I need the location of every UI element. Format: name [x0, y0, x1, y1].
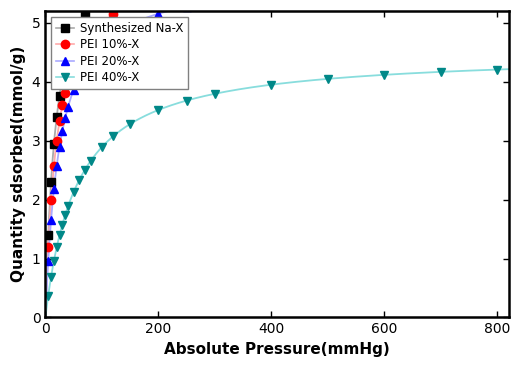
PEI 20%-X — [56, 144, 63, 149]
PEI 10%-X — [51, 164, 57, 168]
Line: PEI 10%-X: PEI 10%-X — [44, 0, 502, 251]
Synthesized Na-X — [62, 63, 69, 68]
Synthesized Na-X — [59, 77, 65, 81]
Line: Synthesized Na-X: Synthesized Na-X — [44, 0, 502, 239]
PEI 10%-X — [99, 21, 105, 25]
PEI 10%-X — [62, 90, 69, 95]
X-axis label: Absolute Pressure(mmHg): Absolute Pressure(mmHg) — [164, 342, 390, 357]
PEI 40%-X — [87, 159, 94, 163]
PEI 40%-X — [59, 222, 65, 227]
Y-axis label: Quantity sdsorbed(mmol/g): Quantity sdsorbed(mmol/g) — [11, 46, 26, 282]
PEI 40%-X — [212, 92, 218, 96]
Synthesized Na-X — [45, 233, 51, 237]
PEI 20%-X — [184, 5, 190, 9]
PEI 40%-X — [127, 122, 133, 126]
PEI 40%-X — [155, 108, 162, 112]
PEI 20%-X — [127, 22, 133, 27]
PEI 40%-X — [381, 72, 388, 77]
PEI 20%-X — [82, 63, 88, 68]
PEI 40%-X — [268, 82, 275, 87]
PEI 40%-X — [82, 167, 88, 172]
PEI 20%-X — [53, 163, 60, 168]
PEI 10%-X — [76, 50, 83, 54]
PEI 40%-X — [325, 77, 331, 81]
PEI 10%-X — [127, 3, 133, 8]
PEI 10%-X — [45, 245, 51, 249]
PEI 40%-X — [45, 293, 51, 298]
PEI 40%-X — [53, 245, 60, 250]
Synthesized Na-X — [71, 35, 77, 39]
PEI 40%-X — [48, 275, 54, 279]
PEI 20%-X — [71, 88, 77, 92]
PEI 10%-X — [110, 12, 116, 17]
PEI 40%-X — [71, 190, 77, 194]
PEI 40%-X — [56, 233, 63, 237]
Legend: Synthesized Na-X, PEI 10%-X, PEI 20%-X, PEI 40%-X: Synthesized Na-X, PEI 10%-X, PEI 20%-X, … — [51, 17, 188, 89]
PEI 20%-X — [99, 42, 105, 46]
PEI 40%-X — [51, 259, 57, 263]
PEI 40%-X — [438, 70, 444, 74]
PEI 20%-X — [51, 187, 57, 191]
Synthesized Na-X — [56, 93, 63, 98]
PEI 40%-X — [99, 145, 105, 149]
Synthesized Na-X — [87, 3, 94, 8]
PEI 20%-X — [48, 217, 54, 222]
PEI 20%-X — [87, 55, 94, 59]
PEI 10%-X — [71, 63, 77, 67]
PEI 40%-X — [184, 98, 190, 103]
PEI 10%-X — [53, 138, 60, 143]
PEI 40%-X — [62, 213, 69, 217]
PEI 40%-X — [494, 67, 501, 72]
PEI 10%-X — [65, 79, 71, 84]
Synthesized Na-X — [48, 179, 54, 184]
Synthesized Na-X — [82, 11, 88, 16]
Line: PEI 20%-X: PEI 20%-X — [44, 0, 502, 265]
PEI 40%-X — [76, 178, 83, 182]
PEI 40%-X — [110, 134, 116, 138]
Synthesized Na-X — [51, 142, 57, 146]
PEI 10%-X — [48, 198, 54, 202]
PEI 20%-X — [212, 0, 218, 4]
PEI 40%-X — [65, 204, 71, 209]
PEI 10%-X — [82, 40, 88, 45]
PEI 10%-X — [59, 103, 65, 107]
PEI 10%-X — [87, 32, 94, 37]
Synthesized Na-X — [53, 115, 60, 119]
PEI 10%-X — [56, 119, 63, 123]
PEI 20%-X — [155, 11, 162, 16]
PEI 20%-X — [45, 258, 51, 263]
Synthesized Na-X — [65, 52, 71, 56]
PEI 20%-X — [110, 32, 116, 37]
Synthesized Na-X — [76, 21, 83, 26]
PEI 20%-X — [59, 129, 65, 133]
PEI 20%-X — [65, 105, 71, 109]
PEI 20%-X — [76, 74, 83, 78]
PEI 20%-X — [62, 116, 69, 120]
Line: PEI 40%-X: PEI 40%-X — [44, 66, 502, 300]
